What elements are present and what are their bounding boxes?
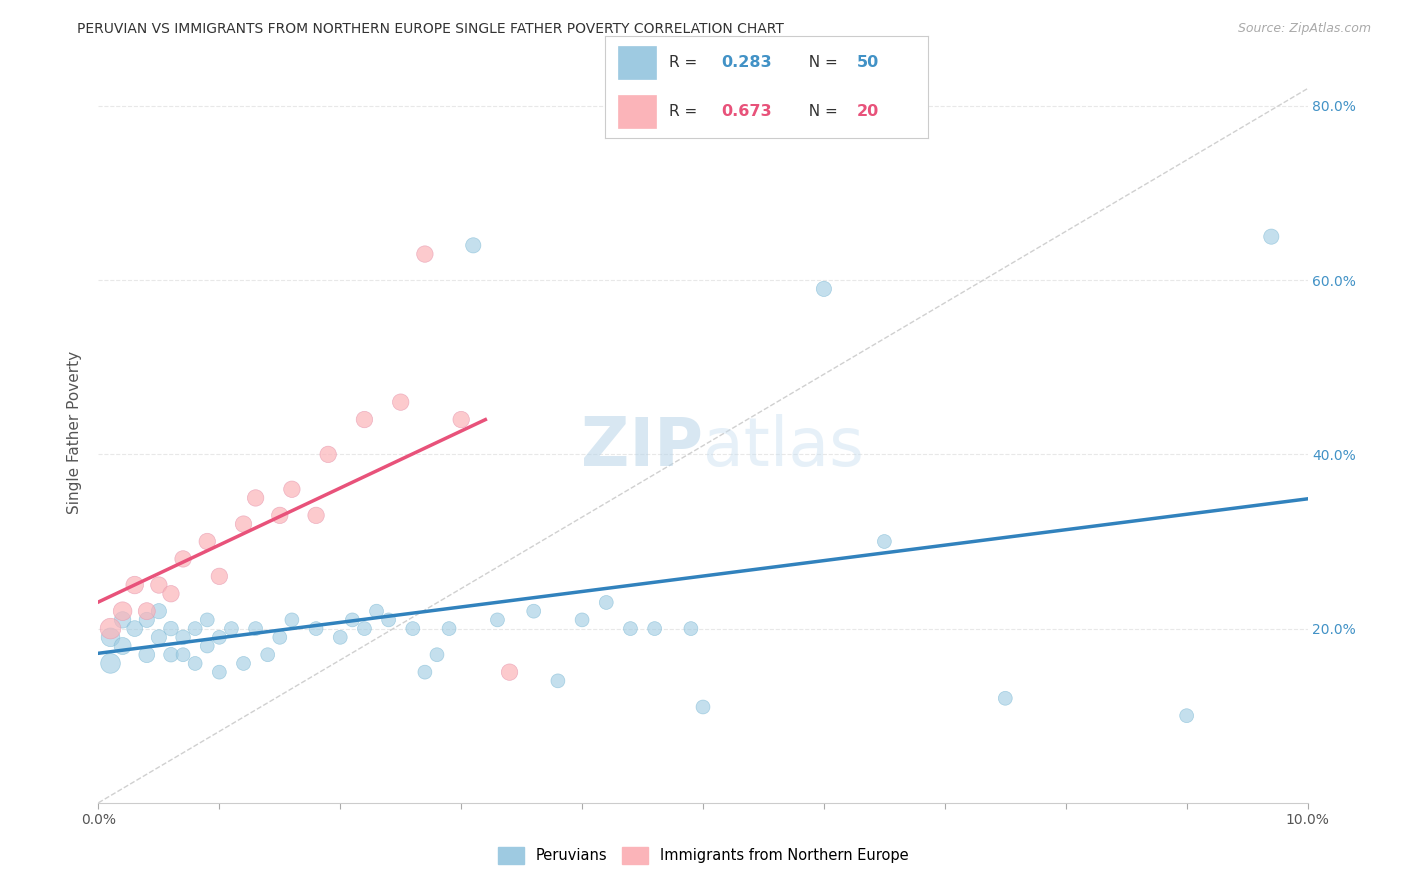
Text: R =: R = xyxy=(669,54,703,70)
Point xyxy=(377,613,399,627)
Point xyxy=(184,657,207,671)
Point xyxy=(366,604,388,618)
Point xyxy=(281,482,304,496)
Point xyxy=(644,622,666,636)
Point xyxy=(221,622,243,636)
Point xyxy=(208,569,231,583)
Point xyxy=(208,630,231,644)
Point xyxy=(353,412,375,426)
Point xyxy=(111,613,134,627)
Text: N =: N = xyxy=(799,104,842,120)
Point xyxy=(305,622,328,636)
Point xyxy=(135,613,157,627)
Point xyxy=(437,622,460,636)
Point xyxy=(184,622,207,636)
Point xyxy=(595,595,617,609)
Point xyxy=(195,639,218,653)
Y-axis label: Single Father Poverty: Single Father Poverty xyxy=(67,351,83,514)
Point xyxy=(135,648,157,662)
Point xyxy=(571,613,593,627)
Point xyxy=(256,648,278,662)
Text: 50: 50 xyxy=(856,54,879,70)
Text: Source: ZipAtlas.com: Source: ZipAtlas.com xyxy=(1237,22,1371,36)
Point xyxy=(994,691,1017,706)
Point xyxy=(486,613,509,627)
Point xyxy=(160,648,183,662)
Point xyxy=(172,552,194,566)
Point xyxy=(389,395,412,409)
Point xyxy=(245,622,267,636)
Point xyxy=(172,648,194,662)
Point xyxy=(316,447,339,461)
Point xyxy=(124,622,146,636)
Legend: Peruvians, Immigrants from Northern Europe: Peruvians, Immigrants from Northern Euro… xyxy=(492,841,914,870)
Point xyxy=(172,630,194,644)
Point xyxy=(111,639,134,653)
Point xyxy=(413,247,436,261)
Point xyxy=(281,613,304,627)
Bar xyxy=(617,95,657,128)
Point xyxy=(269,630,291,644)
Point xyxy=(1260,229,1282,244)
Point xyxy=(148,630,170,644)
Point xyxy=(160,622,183,636)
Point xyxy=(329,630,352,644)
Point xyxy=(498,665,520,680)
Point xyxy=(342,613,364,627)
Point xyxy=(547,673,569,688)
Point xyxy=(679,622,702,636)
Text: 20: 20 xyxy=(856,104,879,120)
Point xyxy=(353,622,375,636)
Text: PERUVIAN VS IMMIGRANTS FROM NORTHERN EUROPE SINGLE FATHER POVERTY CORRELATION CH: PERUVIAN VS IMMIGRANTS FROM NORTHERN EUR… xyxy=(77,22,785,37)
Point xyxy=(463,238,485,252)
Point xyxy=(100,630,122,644)
Point xyxy=(426,648,449,662)
Point xyxy=(245,491,267,505)
Point xyxy=(269,508,291,523)
Point xyxy=(413,665,436,680)
Point xyxy=(305,508,328,523)
Point xyxy=(619,622,641,636)
Point xyxy=(124,578,146,592)
Text: N =: N = xyxy=(799,54,842,70)
Point xyxy=(148,578,170,592)
Point xyxy=(111,604,134,618)
Point xyxy=(135,604,157,618)
Text: 0.673: 0.673 xyxy=(721,104,772,120)
Point xyxy=(402,622,425,636)
Point xyxy=(160,587,183,601)
Point xyxy=(1175,708,1198,723)
Point xyxy=(523,604,546,618)
Text: R =: R = xyxy=(669,104,703,120)
Point xyxy=(148,604,170,618)
Point xyxy=(873,534,896,549)
Point xyxy=(195,534,218,549)
Text: atlas: atlas xyxy=(703,415,863,481)
Text: ZIP: ZIP xyxy=(581,415,703,481)
Point xyxy=(208,665,231,680)
Text: 0.283: 0.283 xyxy=(721,54,772,70)
Bar xyxy=(617,45,657,78)
Point xyxy=(450,412,472,426)
Point xyxy=(195,613,218,627)
Point xyxy=(100,657,122,671)
Point xyxy=(813,282,835,296)
Point xyxy=(232,657,254,671)
Point xyxy=(100,622,122,636)
Point xyxy=(692,700,714,714)
Point xyxy=(232,517,254,532)
